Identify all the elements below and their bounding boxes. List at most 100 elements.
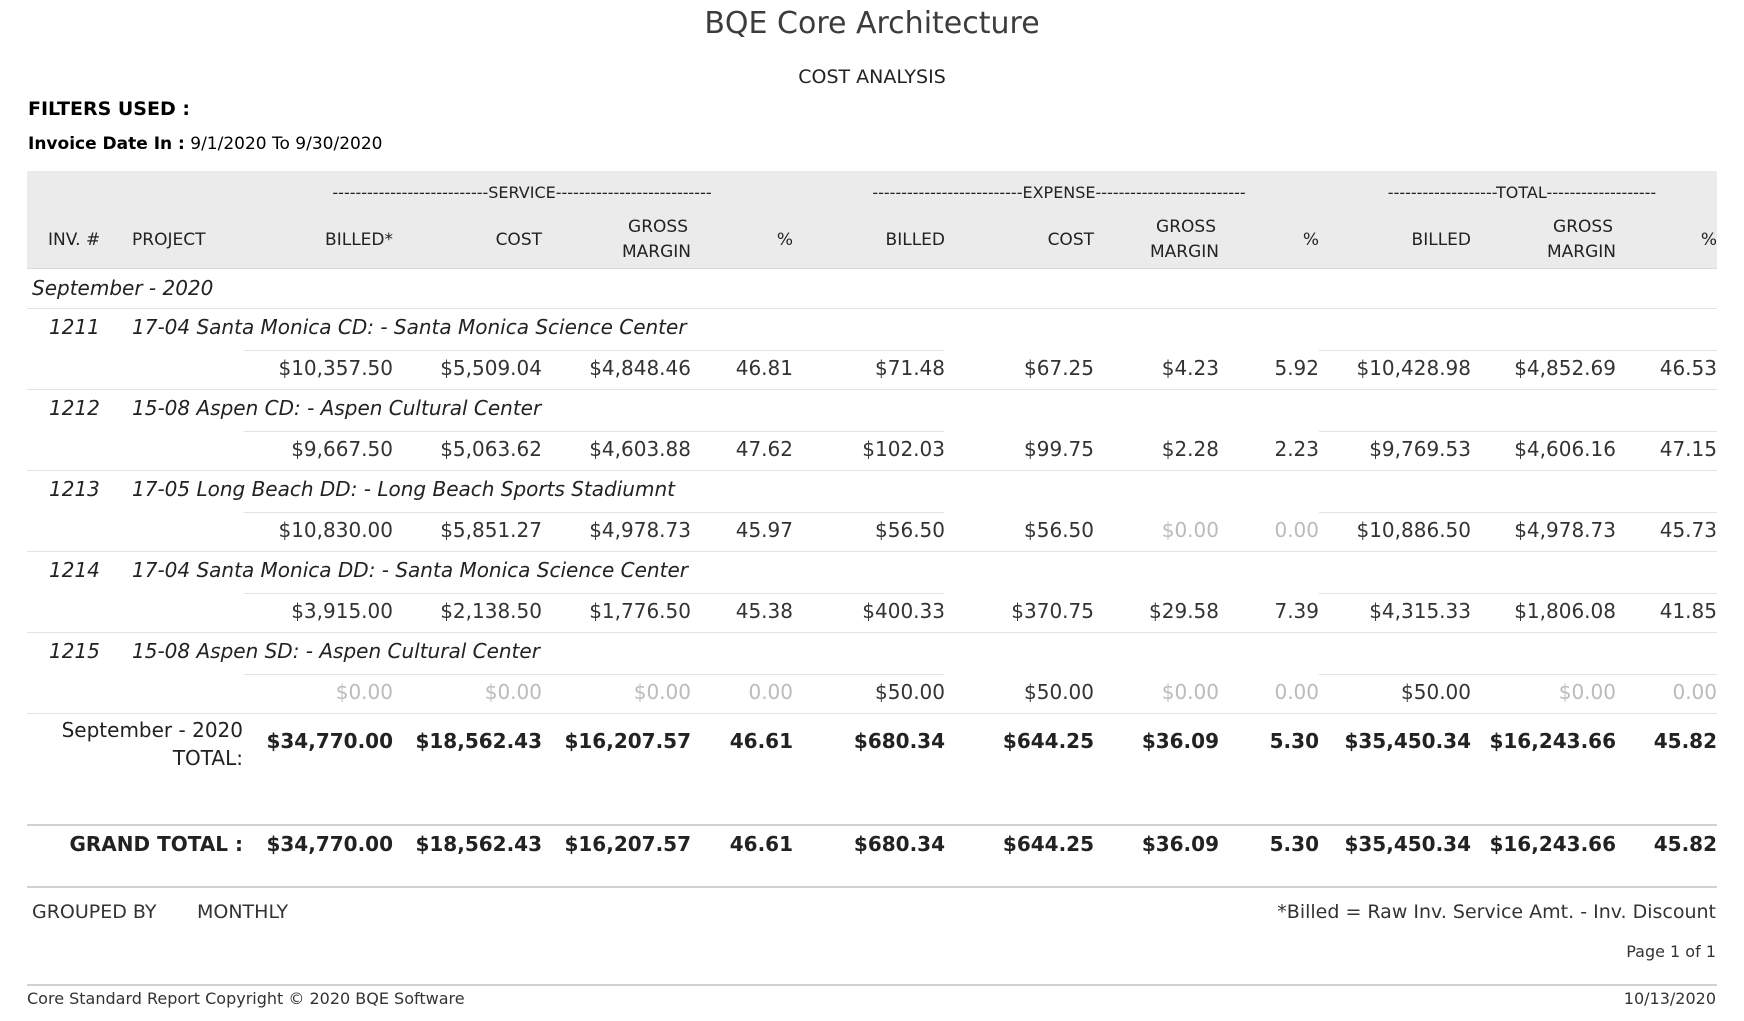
row-divider [27, 389, 1717, 390]
cell-service-gross-margin: $1,776.50 [589, 599, 691, 623]
col-header-expense-billed: BILLED [885, 230, 945, 250]
grouped-by-label: GROUPED BY [32, 901, 157, 923]
project-name: 15-08 Aspen SD: - Aspen Cultural Center [132, 639, 540, 663]
cell-expense-pct: 7.39 [1274, 599, 1319, 623]
invoice-date-filter: Invoice Date In : 9/1/2020 To 9/30/2020 [28, 134, 382, 154]
grand-total-service-billed: $34,770.00 [266, 832, 393, 856]
grand-total-expense-cost: $644.25 [1002, 832, 1094, 856]
project-divider-left [244, 431, 944, 432]
cell-service-billed: $0.00 [335, 680, 393, 704]
cell-total-billed: $10,886.50 [1356, 518, 1471, 542]
cell-service-cost: $2,138.50 [440, 599, 542, 623]
month-divider [27, 308, 1717, 309]
service-group-header: ---------------------------SERVICE------… [332, 183, 712, 202]
invoice-date-value: 9/1/2020 To 9/30/2020 [190, 134, 383, 154]
subtotal-total-pct: 45.82 [1653, 729, 1717, 753]
cell-total-gross-margin: $1,806.08 [1514, 599, 1616, 623]
cell-service-billed: $3,915.00 [291, 599, 393, 623]
subtotal-expense-gross-margin: $36.09 [1141, 729, 1219, 753]
cell-service-gross-margin: $4,603.88 [589, 437, 691, 461]
project-divider-left [244, 593, 944, 594]
table-header-band [27, 171, 1717, 269]
cell-expense-pct: 2.23 [1274, 437, 1319, 461]
cell-service-pct: 45.38 [735, 599, 793, 623]
cell-expense-billed: $400.33 [862, 599, 945, 623]
project-divider-left [244, 350, 944, 351]
cell-total-gross-margin: $4,606.16 [1514, 437, 1616, 461]
project-divider-left [244, 674, 944, 675]
grouped-by-value: MONTHLY [197, 901, 289, 923]
report-subtitle: COST ANALYSIS [798, 66, 946, 88]
cell-service-billed: $10,830.00 [278, 518, 393, 542]
grand-total-expense-billed: $680.34 [853, 832, 945, 856]
col-header-service-gross-margin: GROSS MARGIN [531, 215, 691, 265]
cell-expense-pct: 5.92 [1274, 356, 1319, 380]
subtotal-total-gross-margin: $16,243.66 [1489, 729, 1616, 753]
col-header-total-gm-line2: MARGIN [1546, 242, 1616, 262]
cell-expense-gross-margin: $29.58 [1149, 599, 1219, 623]
col-header-total-pct: % [1700, 230, 1717, 250]
footer-divider [27, 984, 1717, 986]
cell-service-gross-margin: $0.00 [633, 680, 691, 704]
cell-expense-cost: $67.25 [1024, 356, 1094, 380]
cell-service-gross-margin: $4,978.73 [589, 518, 691, 542]
cell-expense-gross-margin: $0.00 [1161, 680, 1219, 704]
invoice-number: 1215 [49, 639, 100, 663]
cell-service-billed: $10,357.50 [278, 356, 393, 380]
project-divider-right [1319, 593, 1717, 594]
row-divider [27, 632, 1717, 633]
project-divider-left [244, 512, 944, 513]
cell-total-pct: 45.73 [1659, 518, 1717, 542]
cell-service-gross-margin: $4,848.46 [589, 356, 691, 380]
cell-expense-cost: $50.00 [1024, 680, 1094, 704]
invoice-number: 1213 [49, 477, 100, 501]
col-header-expense-gm-line1: GROSS [1156, 217, 1216, 237]
col-header-service-billed: BILLED* [325, 230, 393, 250]
cell-expense-billed: $102.03 [862, 437, 945, 461]
invoice-number: 1211 [49, 315, 100, 339]
col-header-service-pct: % [776, 230, 793, 250]
billed-note: *Billed = Raw Inv. Service Amt. - Inv. D… [1277, 901, 1716, 923]
cell-total-billed: $4,315.33 [1369, 599, 1471, 623]
report-date: 10/13/2020 [1623, 989, 1716, 1008]
subtotal-expense-cost: $644.25 [1002, 729, 1094, 753]
project-name: 17-05 Long Beach DD: - Long Beach Sports… [132, 477, 675, 501]
filters-heading: FILTERS USED : [28, 98, 190, 120]
cell-total-gross-margin: $4,978.73 [1514, 518, 1616, 542]
grand-total-expense-pct: 5.30 [1269, 832, 1319, 856]
col-header-total-gm-line1: GROSS [1553, 217, 1613, 237]
cell-service-pct: 47.62 [735, 437, 793, 461]
grand-total-label: GRAND TOTAL : [69, 832, 243, 856]
col-header-project: PROJECT [132, 230, 206, 250]
cell-expense-gross-margin: $0.00 [1161, 518, 1219, 542]
cell-total-billed: $9,769.53 [1369, 437, 1471, 461]
grand-total-service-cost: $18,562.43 [415, 832, 542, 856]
invoice-date-label: Invoice Date In : [28, 134, 185, 154]
cell-total-pct: 41.85 [1659, 599, 1717, 623]
project-divider-right [1319, 512, 1717, 513]
subtotal-label-line1: September - 2020 [61, 718, 243, 742]
subtotal-label-line2: TOTAL: [172, 746, 243, 770]
cell-expense-billed: $56.50 [875, 518, 945, 542]
col-header-expense-cost: COST [1047, 230, 1094, 250]
row-divider [27, 470, 1717, 471]
cell-expense-gross-margin: $4.23 [1161, 356, 1219, 380]
subtotal-total-billed: $35,450.34 [1344, 729, 1471, 753]
month-group-label: September - 2020 [32, 276, 214, 300]
grand-total-top-divider [27, 824, 1717, 826]
cell-service-cost: $5,851.27 [440, 518, 542, 542]
project-divider-right [1319, 350, 1717, 351]
grand-total-service-pct: 46.61 [729, 832, 793, 856]
project-divider-right [1319, 674, 1717, 675]
project-name: 17-04 Santa Monica CD: - Santa Monica Sc… [132, 315, 687, 339]
subtotal-expense-pct: 5.30 [1269, 729, 1319, 753]
project-divider-right [1319, 431, 1717, 432]
invoice-number: 1212 [49, 396, 100, 420]
cell-service-billed: $9,667.50 [291, 437, 393, 461]
cell-expense-billed: $71.48 [875, 356, 945, 380]
cell-expense-cost: $99.75 [1024, 437, 1094, 461]
col-header-total-gross-margin: GROSS MARGIN [1456, 215, 1616, 265]
cell-expense-pct: 0.00 [1274, 680, 1319, 704]
row-divider [27, 551, 1717, 552]
cell-service-pct: 46.81 [735, 356, 793, 380]
